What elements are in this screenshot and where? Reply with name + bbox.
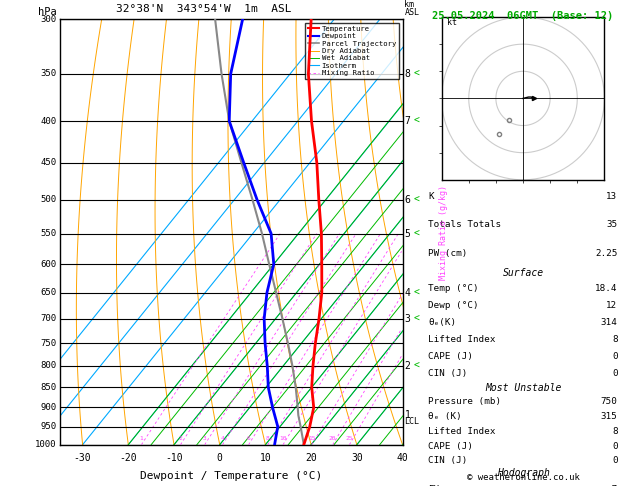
Text: 8: 8 — [266, 436, 270, 441]
Text: K: K — [428, 191, 434, 201]
Text: 15: 15 — [308, 436, 316, 441]
Text: 4: 4 — [404, 288, 410, 297]
Text: 2.25: 2.25 — [595, 249, 618, 258]
Text: 8: 8 — [612, 427, 618, 435]
Text: Temp (°C): Temp (°C) — [428, 284, 479, 293]
Text: 7: 7 — [404, 116, 410, 126]
Text: 20: 20 — [305, 453, 317, 464]
Text: PW (cm): PW (cm) — [428, 249, 468, 258]
Text: 750: 750 — [40, 339, 57, 347]
Text: 8: 8 — [612, 335, 618, 344]
Text: Dewp (°C): Dewp (°C) — [428, 301, 479, 310]
Text: 450: 450 — [40, 158, 57, 167]
Text: -20: -20 — [120, 453, 137, 464]
Text: 1: 1 — [404, 410, 410, 420]
Text: 0: 0 — [612, 352, 618, 361]
Text: CIN (J): CIN (J) — [428, 369, 468, 378]
Text: 30: 30 — [351, 453, 363, 464]
Text: 900: 900 — [40, 403, 57, 412]
Text: 2: 2 — [179, 436, 182, 441]
Text: hPa: hPa — [38, 7, 57, 17]
Text: 32°38'N  343°54'W  1m  ASL: 32°38'N 343°54'W 1m ASL — [116, 3, 291, 14]
Text: 350: 350 — [40, 69, 57, 78]
Text: 25: 25 — [346, 436, 353, 441]
Text: 950: 950 — [40, 422, 57, 431]
Text: 850: 850 — [40, 383, 57, 392]
Text: 0: 0 — [612, 441, 618, 451]
Text: -30: -30 — [74, 453, 91, 464]
Text: 6: 6 — [247, 436, 250, 441]
Text: 35: 35 — [606, 220, 618, 229]
Text: Lifted Index: Lifted Index — [428, 427, 496, 435]
Text: 0: 0 — [612, 369, 618, 378]
Text: 18.4: 18.4 — [595, 284, 618, 293]
Text: <: < — [414, 195, 420, 205]
Text: 314: 314 — [601, 318, 618, 327]
Text: LCL: LCL — [404, 417, 420, 426]
Text: θₑ(K): θₑ(K) — [428, 318, 457, 327]
Text: 2: 2 — [404, 361, 410, 371]
Text: 750: 750 — [601, 397, 618, 406]
Text: 8: 8 — [404, 69, 410, 79]
Text: 3: 3 — [203, 436, 206, 441]
Text: <: < — [414, 69, 420, 79]
Text: 300: 300 — [40, 15, 57, 24]
Text: 1: 1 — [140, 436, 143, 441]
Text: 20: 20 — [329, 436, 337, 441]
Text: CIN (J): CIN (J) — [428, 456, 468, 466]
Text: <: < — [414, 288, 420, 297]
Text: 400: 400 — [40, 117, 57, 125]
Text: 4: 4 — [221, 436, 225, 441]
Text: CAPE (J): CAPE (J) — [428, 441, 474, 451]
Text: <: < — [414, 361, 420, 371]
Text: Hodograph: Hodograph — [496, 468, 550, 478]
Text: 800: 800 — [40, 362, 57, 370]
Text: 12: 12 — [606, 301, 618, 310]
Text: 1000: 1000 — [35, 440, 57, 449]
Text: 550: 550 — [40, 229, 57, 238]
Text: 700: 700 — [40, 314, 57, 323]
Text: 6: 6 — [404, 195, 410, 205]
Text: 5: 5 — [404, 228, 410, 239]
Text: Dewpoint / Temperature (°C): Dewpoint / Temperature (°C) — [140, 471, 322, 482]
Text: 10: 10 — [279, 436, 287, 441]
Text: kt: kt — [447, 18, 457, 27]
Text: θₑ (K): θₑ (K) — [428, 412, 462, 421]
Text: CAPE (J): CAPE (J) — [428, 352, 474, 361]
Text: 315: 315 — [601, 412, 618, 421]
Text: 3: 3 — [404, 313, 410, 324]
Text: 500: 500 — [40, 195, 57, 205]
Text: 0: 0 — [612, 456, 618, 466]
Text: km
ASL: km ASL — [404, 0, 420, 17]
Text: 25.05.2024  06GMT  (Base: 12): 25.05.2024 06GMT (Base: 12) — [432, 11, 614, 21]
Text: 600: 600 — [40, 260, 57, 269]
Text: 10: 10 — [260, 453, 271, 464]
Text: -10: -10 — [165, 453, 183, 464]
Text: 0: 0 — [217, 453, 223, 464]
Text: <: < — [414, 116, 420, 126]
Text: <: < — [414, 228, 420, 239]
Text: Surface: Surface — [503, 268, 543, 278]
Legend: Temperature, Dewpoint, Parcel Trajectory, Dry Adiabat, Wet Adiabat, Isotherm, Mi: Temperature, Dewpoint, Parcel Trajectory… — [305, 23, 399, 79]
Text: Mixing Ratio (g/kg): Mixing Ratio (g/kg) — [439, 185, 448, 279]
Text: 40: 40 — [397, 453, 408, 464]
Text: Most Unstable: Most Unstable — [485, 383, 561, 393]
Text: Lifted Index: Lifted Index — [428, 335, 496, 344]
Text: <: < — [414, 313, 420, 324]
Text: © weatheronline.co.uk: © weatheronline.co.uk — [467, 473, 579, 482]
Text: 650: 650 — [40, 288, 57, 297]
Text: Totals Totals: Totals Totals — [428, 220, 501, 229]
Text: 13: 13 — [606, 191, 618, 201]
Text: Pressure (mb): Pressure (mb) — [428, 397, 501, 406]
